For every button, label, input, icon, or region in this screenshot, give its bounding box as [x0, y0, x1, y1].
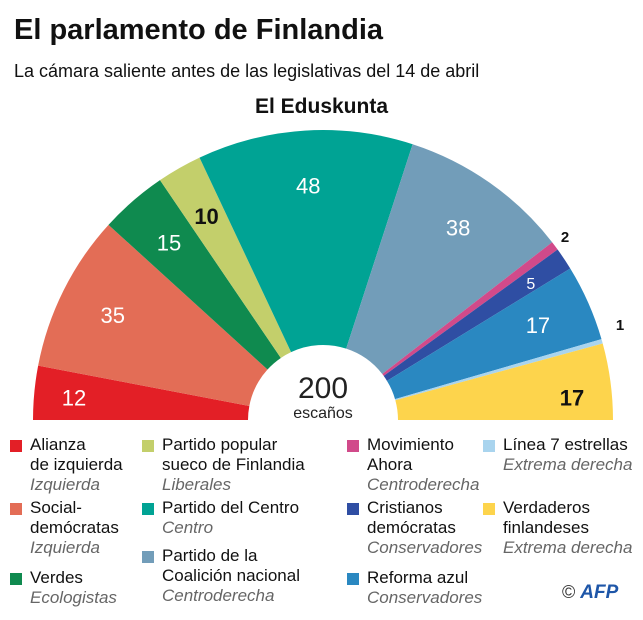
legend-swatch [142, 503, 154, 515]
legend-item: Partido del Centro Centro [142, 498, 300, 538]
legend-label: Reforma azul [367, 568, 469, 587]
legend-group: Centro [162, 518, 214, 537]
legend-label: Partido popular [162, 435, 278, 454]
legend-swatch [483, 503, 495, 515]
data-label-6: 2 [561, 229, 569, 246]
afp-credit: © AFP [562, 582, 618, 604]
legend-swatch [142, 551, 154, 563]
data-label-1: 35 [101, 303, 125, 328]
data-label-4: 48 [296, 173, 320, 198]
legend-label: Social- [30, 498, 82, 517]
data-label-3: 10 [194, 204, 218, 229]
afp-logo: AFP [580, 582, 619, 603]
legend-swatch [10, 440, 22, 452]
legend-item: Reforma azul Conservadores [347, 568, 483, 608]
legend-item: Verdaderos finlandeses Extrema derecha [483, 498, 633, 558]
legend-label: Cristianos [367, 498, 443, 517]
segment-5 [346, 144, 553, 375]
legend-item: Social-demócratas Izquierda [10, 498, 119, 558]
legend-group: Centroderecha [367, 475, 480, 494]
data-label-0: 12 [62, 386, 86, 411]
legend-label: sueco de Finlandia [162, 455, 305, 474]
legend-group: Extrema derecha [503, 455, 633, 474]
legend-label: Coalición nacional [162, 566, 300, 585]
subtitle: La cámara saliente antes de las legislat… [14, 61, 480, 81]
segment-0 [33, 365, 250, 420]
legend-label: Verdaderos [503, 498, 590, 517]
legend-label: Movimiento [367, 435, 454, 454]
legend-item: Cristianos demócratas Conservadores [347, 498, 483, 558]
chart-title: El Eduskunta [254, 95, 389, 118]
legend-swatch [10, 573, 22, 585]
total-seats: 200 [298, 372, 348, 405]
segment-9 [395, 339, 603, 401]
data-label-8: 17 [526, 313, 550, 338]
data-label-10: 17 [560, 386, 584, 411]
segment-10 [395, 343, 613, 420]
page-title: El parlamento de Finlandia [14, 14, 384, 46]
legend-label: Línea 7 estrellas [503, 435, 628, 454]
data-label-2: 15 [157, 231, 181, 256]
copyright-symbol: © [562, 582, 576, 602]
data-label-5: 38 [446, 216, 470, 241]
legend-item: Verdes Ecologistas [10, 568, 117, 608]
legend-group: Izquierda [30, 538, 100, 557]
legend-swatch [10, 503, 22, 515]
legend-swatch [347, 440, 359, 452]
legend-group: Conservadores [367, 588, 483, 607]
segment-8 [386, 268, 602, 400]
legend-group: Izquierda [30, 475, 100, 494]
legend-label: demócratas [367, 518, 456, 537]
segment-7 [383, 249, 571, 381]
legend-swatch [347, 573, 359, 585]
legend-item: Movimiento Ahora Centroderecha [347, 435, 480, 495]
legend-item: Partido popular sueco de Finlandia Liberal… [142, 435, 305, 495]
legend-group: Conservadores [367, 538, 483, 557]
legend-label: Partido del Centro [162, 498, 300, 517]
segment-4 [199, 129, 413, 353]
segment-3 [159, 157, 292, 358]
legend-item: Alianza de izquierda Izquierda [10, 435, 123, 495]
legend-label: finlandeses [503, 518, 590, 537]
segment-6 [382, 242, 558, 376]
legend-group: Ecologistas [30, 588, 117, 607]
legend-swatch [142, 440, 154, 452]
legend-swatch [347, 503, 359, 515]
legend-item: Partido de la Coalición nacional Centroder… [142, 546, 300, 606]
legend-group: Extrema derecha [503, 538, 633, 557]
legend-label: Ahora [367, 455, 413, 474]
legend-group: Liberales [162, 475, 231, 494]
legend-label: demócratas [30, 518, 119, 537]
legend-label: Alianza [30, 435, 86, 454]
data-label-9: 1 [616, 317, 624, 334]
legend-item: Línea 7 estrellas Extrema derecha [483, 435, 633, 475]
legend-label: de izquierda [30, 455, 123, 474]
legend-group: Centroderecha [162, 586, 275, 605]
segment-1 [38, 224, 268, 406]
legend-label: Partido de la [162, 546, 258, 565]
parliament-chart: 12 35 15 10 48 38 2 5 17 1 17 200 escaños [33, 129, 624, 422]
legend-swatch [483, 440, 495, 452]
data-label-7: 5 [526, 276, 535, 293]
segment-2 [108, 180, 281, 370]
legend-label: Verdes [30, 568, 83, 587]
total-seats-label: escaños [293, 405, 353, 422]
